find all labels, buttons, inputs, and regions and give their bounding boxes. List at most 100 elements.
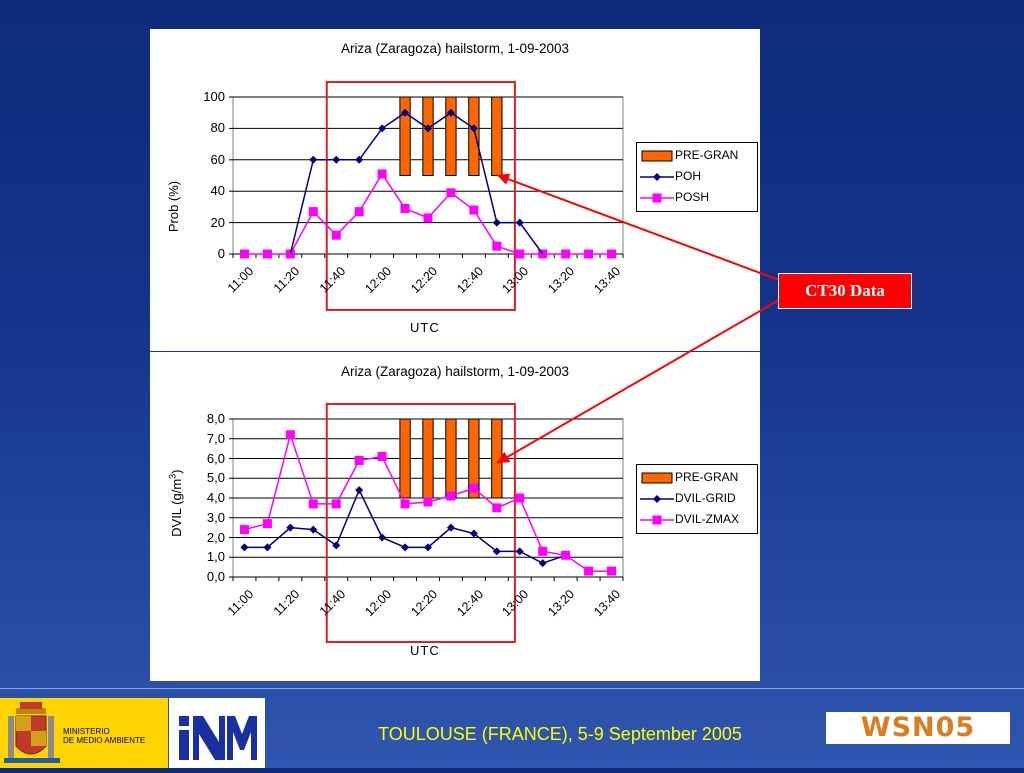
data-point-dvil-zmax xyxy=(492,503,502,513)
legend-swatch xyxy=(641,150,673,162)
series-line-extension xyxy=(289,159,315,255)
legend-swatch xyxy=(641,472,673,484)
y-tick-label: 0 xyxy=(217,246,225,261)
y-tick-label: 8,0 xyxy=(206,411,225,426)
ct30-data-label: CT30 Data xyxy=(778,273,912,309)
y-tick-label: 4,0 xyxy=(206,490,225,505)
chart-legend: PRE-GRAN DVIL-GRID DVIL-ZMAX xyxy=(636,464,758,534)
data-point-dvil-grid xyxy=(240,543,249,552)
footer-caption: TOULOUSE (FRANCE), 5-9 September 2005 xyxy=(378,724,742,744)
data-point-posh xyxy=(239,249,249,259)
data-point-dvil-zmax xyxy=(584,566,594,576)
data-point-poh xyxy=(492,218,501,227)
legend-swatch-marker xyxy=(652,515,662,525)
data-point-dvil-zmax xyxy=(469,483,479,493)
chart-panel-prob: Ariza (Zaragoza) hailstorm, 1-09-2003 Pr… xyxy=(150,29,760,351)
legend-swatch-bar xyxy=(641,472,673,484)
data-point-dvil-zmax xyxy=(561,550,571,560)
y-tick-label: 60 xyxy=(210,151,225,167)
y-tick-label: 7,0 xyxy=(206,430,225,446)
y-tick-label: 2,0 xyxy=(206,529,225,545)
pre-gran-bar xyxy=(468,418,480,499)
legend-swatch xyxy=(640,495,674,503)
y-tick-label: 5,0 xyxy=(206,470,225,486)
legend-label: DVIL-GRID xyxy=(675,491,736,505)
x-axis-label: UTC xyxy=(410,643,440,658)
data-point-poh xyxy=(332,155,341,164)
ministry-name: MINISTERIO DE MEDIO AMBIENTE xyxy=(63,727,145,745)
data-point-posh xyxy=(515,249,525,259)
arrow-to-bottom-chart xyxy=(496,299,780,464)
chart-panel-dvil: Ariza (Zaragoza) hailstorm, 1-09-2003 DV… xyxy=(150,352,760,681)
data-point-dvil-zmax xyxy=(308,499,318,509)
chart-plot-prob xyxy=(229,81,624,311)
data-point-dvil-zmax xyxy=(423,497,433,507)
highlight-box xyxy=(325,81,516,311)
pre-gran-bar xyxy=(445,96,457,176)
ministry-line-2: DE MEDIO AMBIENTE xyxy=(63,736,146,745)
y-tick-label: 100 xyxy=(203,89,225,104)
data-point-dvil-zmax xyxy=(331,499,341,509)
data-point-poh xyxy=(355,155,364,164)
highlight-box xyxy=(325,403,516,643)
data-point-dvil-grid xyxy=(286,523,295,532)
legend-swatch-marker xyxy=(652,193,662,203)
legend-label: DVIL-ZMAX xyxy=(675,512,740,526)
data-point-posh xyxy=(331,230,341,240)
legend-swatch xyxy=(640,193,674,203)
arrow-to-top-chart xyxy=(496,173,780,281)
data-point-dvil-zmax xyxy=(354,455,364,465)
legend-swatch xyxy=(640,515,674,525)
y-tick-label: 20 xyxy=(210,214,225,230)
data-point-dvil-grid xyxy=(424,543,432,552)
data-point-dvil-grid xyxy=(446,523,455,532)
data-point-posh xyxy=(584,249,594,259)
y-tick-label: 0,0 xyxy=(206,569,225,584)
pre-gran-bar xyxy=(468,96,480,176)
data-point-dvil-zmax xyxy=(446,491,456,501)
data-point-dvil-grid xyxy=(469,529,478,538)
data-point-dvil-zmax xyxy=(377,452,387,462)
pre-gran-bar xyxy=(399,418,411,499)
data-point-dvil-zmax xyxy=(400,499,410,509)
data-point-posh xyxy=(607,249,617,259)
data-point-dvil-grid xyxy=(401,543,410,552)
y-tick-label: 80 xyxy=(210,120,225,136)
ministry-line-1: MINISTERIO xyxy=(63,727,110,736)
legend-swatch-marker xyxy=(653,495,661,503)
data-point-poh xyxy=(378,124,387,133)
data-point-poh xyxy=(424,124,432,133)
inm-logo-mark xyxy=(179,716,257,760)
data-point-dvil-zmax xyxy=(515,493,525,503)
x-axis-label: UTC xyxy=(410,320,440,335)
data-point-posh xyxy=(469,205,479,215)
wsn-logo: WSN05 xyxy=(826,712,1010,744)
pre-gran-bar xyxy=(399,96,411,176)
legend-swatch-marker xyxy=(653,173,661,181)
inm-logo xyxy=(169,698,265,768)
data-point-dvil-zmax xyxy=(285,430,295,440)
y-tick-label: 40 xyxy=(210,183,225,199)
y-tick-label: 1,0 xyxy=(206,549,225,565)
data-point-posh xyxy=(354,207,364,217)
data-point-dvil-zmax xyxy=(239,525,249,535)
footer-divider xyxy=(0,688,1024,689)
legend-swatch xyxy=(640,173,674,181)
legend-label: POSH xyxy=(675,190,710,204)
legend-label: POH xyxy=(675,169,702,183)
series-line-extension xyxy=(519,222,544,255)
coat-of-arms-icon xyxy=(4,702,60,763)
data-point-dvil-zmax xyxy=(262,519,272,529)
y-tick-label: 6,0 xyxy=(206,450,225,466)
y-tick-label: 3,0 xyxy=(206,509,225,525)
chart-legend: PRE-GRAN POH POSH xyxy=(636,142,758,212)
chart-title: Ariza (Zaragoza) hailstorm, 1-09-2003 xyxy=(340,364,570,379)
data-point-dvil-zmax xyxy=(607,566,617,576)
data-point-dvil-grid xyxy=(332,541,341,550)
data-point-posh xyxy=(423,213,433,223)
data-point-poh xyxy=(309,155,318,164)
data-point-dvil-grid xyxy=(355,486,364,495)
data-point-poh xyxy=(401,108,410,117)
chart-plot-dvil xyxy=(229,403,624,643)
